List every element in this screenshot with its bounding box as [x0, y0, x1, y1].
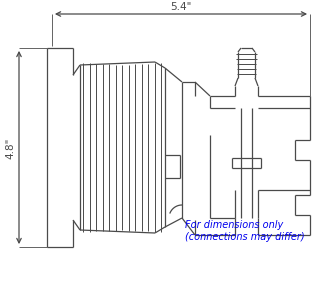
Text: (connections may differ): (connections may differ): [185, 232, 305, 242]
Text: 5.4": 5.4": [170, 2, 192, 12]
Text: 4.8": 4.8": [5, 137, 15, 159]
Text: For dimensions only: For dimensions only: [185, 220, 283, 230]
